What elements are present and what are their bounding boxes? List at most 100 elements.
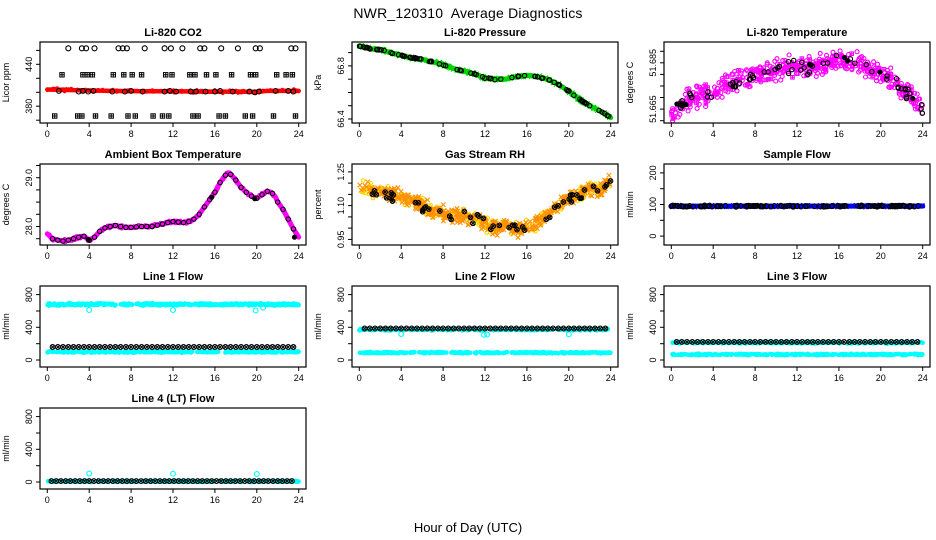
svg-text:24: 24 <box>606 251 616 261</box>
gas-stream-rh-chart: Gas Stream RH percent 0.95 1.10 1.25 0 4 8 12 16 2… <box>313 149 619 261</box>
svg-text:16: 16 <box>522 251 532 261</box>
svg-text:4: 4 <box>87 495 92 505</box>
svg-text:400: 400 <box>336 320 346 335</box>
svg-text:0: 0 <box>357 129 362 139</box>
svg-text:0: 0 <box>45 495 50 505</box>
svg-text:Line 2 Flow: Line 2 Flow <box>455 271 515 283</box>
plot-box <box>663 163 931 246</box>
svg-text:Licor ppm: Licor ppm <box>1 63 11 103</box>
chart-cell-sample-flow: Sample Flow ml/min 0 100 200 0 4 8 12 16 20 24 <box>624 148 936 270</box>
plot-box <box>351 285 619 368</box>
svg-text:28.0: 28.0 <box>24 218 34 236</box>
plot-box <box>39 407 307 490</box>
svg-text:ml/min: ml/min <box>1 435 11 462</box>
svg-text:8: 8 <box>753 373 758 383</box>
chart-cell-line3-flow: Line 3 Flow ml/min 0 400 800 0 4 8 12 16 20 24 <box>624 270 936 392</box>
svg-text:Li-820 Temperature: Li-820 Temperature <box>747 27 848 39</box>
svg-text:20: 20 <box>252 251 262 261</box>
svg-text:200: 200 <box>648 165 658 180</box>
svg-text:29.0: 29.0 <box>24 169 34 187</box>
svg-text:800: 800 <box>24 287 34 302</box>
chart-cell-li820-co2: Li-820 CO2 Licor ppm 380 440 0 4 8 12 16 20 24 <box>0 26 312 148</box>
svg-text:4: 4 <box>399 373 404 383</box>
svg-text:20: 20 <box>252 495 262 505</box>
svg-text:Line 3 Flow: Line 3 Flow <box>767 271 827 283</box>
svg-text:0: 0 <box>648 357 658 362</box>
svg-text:800: 800 <box>648 287 658 302</box>
svg-text:0: 0 <box>24 357 34 362</box>
svg-text:20: 20 <box>564 129 574 139</box>
svg-text:51.685: 51.685 <box>648 49 658 77</box>
svg-text:4: 4 <box>87 129 92 139</box>
line4-lt-flow-chart: Line 4 (LT) Flow ml/min 0 400 800 0 4 8 12 16 20 24 <box>1 393 307 505</box>
svg-text:0: 0 <box>669 129 674 139</box>
svg-text:380: 380 <box>24 99 34 114</box>
svg-text:16: 16 <box>210 495 220 505</box>
plot-box <box>39 163 307 246</box>
svg-text:kPa: kPa <box>313 75 323 91</box>
svg-text:16: 16 <box>522 373 532 383</box>
svg-text:Li-820 CO2: Li-820 CO2 <box>144 27 201 39</box>
svg-text:16: 16 <box>522 129 532 139</box>
figure-xlabel: Hour of Day (UTC) <box>413 519 523 535</box>
svg-text:degrees C: degrees C <box>625 61 635 103</box>
chart-cell-line2-flow: Line 2 Flow ml/min 0 400 800 0 4 8 12 16 20 24 <box>312 270 624 392</box>
svg-text:24: 24 <box>294 251 304 261</box>
svg-text:20: 20 <box>564 373 574 383</box>
line3-flow-chart: Line 3 Flow ml/min 0 400 800 0 4 8 12 16 20 24 <box>625 271 931 383</box>
svg-text:Ambient Box Temperature: Ambient Box Temperature <box>105 149 242 161</box>
svg-text:66.8: 66.8 <box>336 57 346 75</box>
svg-text:8: 8 <box>129 495 134 505</box>
svg-text:0.95: 0.95 <box>336 231 346 249</box>
chart-cell-line4-lt-flow: Line 4 (LT) Flow ml/min 0 400 800 0 4 8 12 16 20 24 <box>0 392 312 514</box>
svg-text:0: 0 <box>45 251 50 261</box>
svg-text:0: 0 <box>336 357 346 362</box>
figure-header: NWR_120310 Average Diagnostics <box>0 0 936 26</box>
svg-text:12: 12 <box>168 495 178 505</box>
li820-co2-chart: Li-820 CO2 Licor ppm 380 440 0 4 8 12 16 20 24 <box>1 27 307 139</box>
svg-text:12: 12 <box>792 251 802 261</box>
plot-box <box>351 163 619 246</box>
line1-flow-chart: Line 1 Flow ml/min 0 400 800 0 4 8 12 16 20 24 <box>1 271 307 383</box>
svg-text:8: 8 <box>129 373 134 383</box>
plot-box <box>39 285 307 368</box>
svg-text:4: 4 <box>711 373 716 383</box>
svg-text:20: 20 <box>876 373 886 383</box>
svg-text:24: 24 <box>918 251 928 261</box>
svg-text:0: 0 <box>357 251 362 261</box>
svg-text:800: 800 <box>24 409 34 424</box>
svg-text:16: 16 <box>210 129 220 139</box>
svg-text:66.4: 66.4 <box>336 110 346 128</box>
svg-text:4: 4 <box>711 129 716 139</box>
svg-text:12: 12 <box>168 373 178 383</box>
svg-text:400: 400 <box>24 442 34 457</box>
svg-text:Gas Stream RH: Gas Stream RH <box>445 149 525 161</box>
ambient-box-temperature-chart: Ambient Box Temperature degrees C 28.0 29.0… <box>1 149 307 261</box>
svg-text:16: 16 <box>834 251 844 261</box>
svg-text:440: 440 <box>24 57 34 72</box>
svg-text:12: 12 <box>792 129 802 139</box>
svg-text:4: 4 <box>399 251 404 261</box>
svg-text:0: 0 <box>45 129 50 139</box>
chart-cell-ambient-box-temperature: Ambient Box Temperature degrees C 28.0 29.0… <box>0 148 312 270</box>
svg-text:8: 8 <box>753 251 758 261</box>
svg-text:51.665: 51.665 <box>648 95 658 123</box>
svg-text:12: 12 <box>480 373 490 383</box>
svg-text:4: 4 <box>399 129 404 139</box>
svg-text:8: 8 <box>753 129 758 139</box>
svg-text:8: 8 <box>129 251 134 261</box>
svg-text:12: 12 <box>168 129 178 139</box>
svg-text:ml/min: ml/min <box>625 191 635 218</box>
svg-text:0: 0 <box>648 234 658 239</box>
chart-cell-li820-pressure: Li-820 Pressure kPa 66.4 66.8 0 4 8 12 16 20 24 <box>312 26 624 148</box>
svg-text:8: 8 <box>441 251 446 261</box>
svg-text:400: 400 <box>648 320 658 335</box>
svg-text:8: 8 <box>441 129 446 139</box>
plot-box <box>351 41 619 124</box>
sample-flow-chart: Sample Flow ml/min 0 100 200 0 4 8 12 16 20 24 <box>625 149 931 261</box>
svg-text:Line 1 Flow: Line 1 Flow <box>143 271 203 283</box>
plot-box <box>663 285 931 368</box>
svg-text:ml/min: ml/min <box>1 313 11 340</box>
svg-text:1.25: 1.25 <box>336 163 346 181</box>
svg-text:0: 0 <box>45 373 50 383</box>
